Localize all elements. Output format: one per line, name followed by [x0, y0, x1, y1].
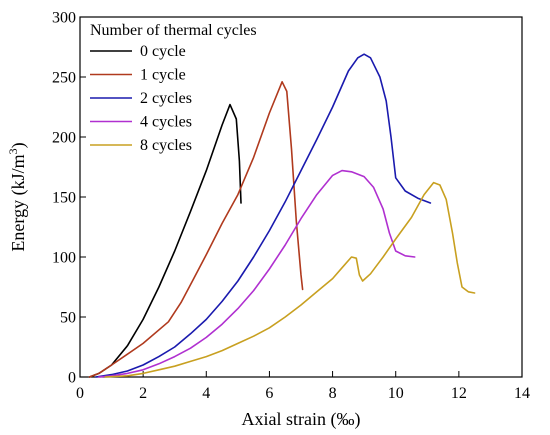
x-tick-label: 8 — [329, 385, 337, 402]
series-line-1-cycle — [88, 81, 304, 378]
series-line-8-cycles — [104, 181, 476, 378]
legend-label: 4 cycles — [140, 114, 192, 131]
x-tick-label: 6 — [265, 385, 273, 402]
series-line-4-cycles — [98, 169, 416, 378]
x-axis-title: Axial strain (‰) — [242, 409, 361, 430]
x-tick-label: 0 — [76, 385, 84, 402]
y-axis-title: Energy (kJ/m3) — [6, 142, 29, 251]
legend-title: Number of thermal cycles — [90, 22, 257, 39]
x-tick-label: 14 — [514, 385, 530, 402]
y-tick-label: 100 — [52, 250, 76, 267]
y-axis-title-close: ) — [8, 142, 29, 148]
legend-label: 8 cycles — [140, 137, 192, 154]
x-tick-label: 2 — [139, 385, 147, 402]
y-tick-label: 0 — [68, 370, 76, 387]
y-tick-label: 150 — [52, 190, 76, 207]
y-axis-title-main: Energy (kJ/m — [8, 154, 29, 251]
series-layer — [88, 53, 476, 378]
series-line-0-cycle — [88, 103, 242, 378]
x-tick-label: 4 — [202, 385, 210, 402]
legend-label: 1 cycle — [140, 67, 186, 84]
series-line-2-cycles — [95, 53, 432, 378]
x-tick-label: 10 — [388, 385, 404, 402]
y-tick-label: 50 — [60, 310, 76, 327]
y-tick-label: 250 — [52, 70, 76, 87]
legend: Number of thermal cycles 0 cycle 1 cycle 2… — [90, 22, 257, 154]
y-axis-title-superscript: 3 — [6, 148, 20, 154]
y-tick-label: 300 — [52, 10, 76, 27]
legend-label: 0 cycle — [140, 43, 186, 60]
legend-label: 2 cycles — [140, 90, 192, 107]
x-tick-label: 12 — [451, 385, 467, 402]
y-tick-label: 200 — [52, 130, 76, 147]
axes: 0 2 4 6 8 10 12 14 0 50 100 150 200 250 300 — [52, 10, 530, 403]
